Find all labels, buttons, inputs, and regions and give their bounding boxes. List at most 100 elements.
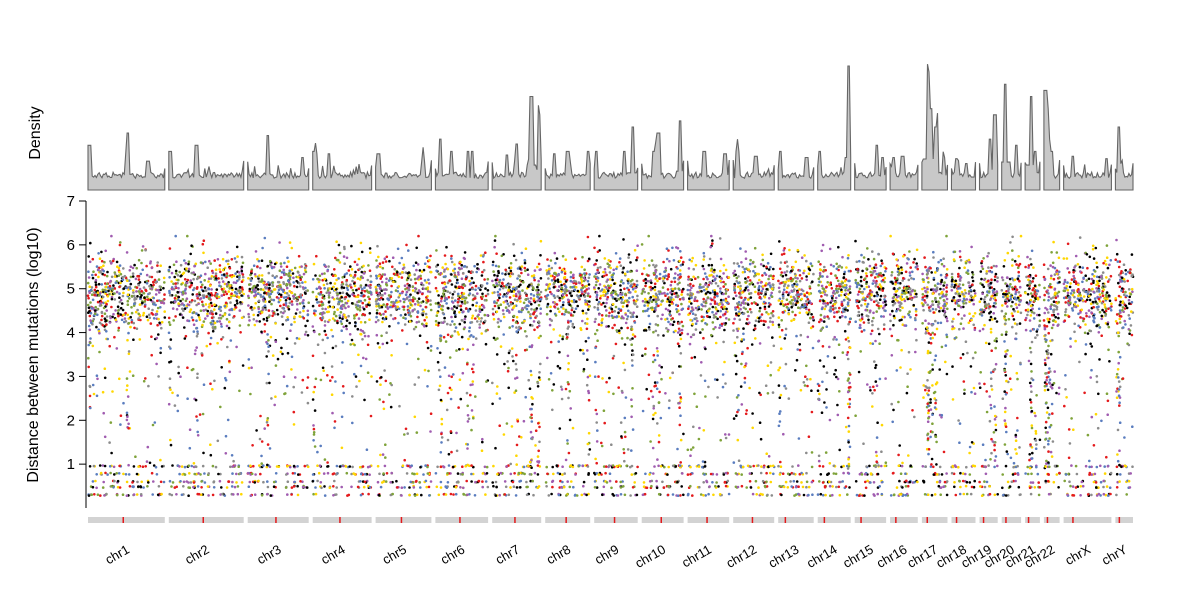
data-point [421,292,424,296]
data-point [539,362,542,366]
data-point [643,492,647,496]
data-point [150,266,154,270]
data-point [666,292,669,296]
data-point [504,273,507,276]
data-point [574,307,578,311]
data-point [719,257,723,261]
data-point [134,310,138,314]
data-point [363,398,366,402]
data-point [456,331,460,334]
data-point [259,288,263,291]
data-point [570,306,574,310]
data-point [461,319,464,322]
density-curve-chr19 [978,114,999,191]
data-point [340,296,344,299]
data-point [679,337,683,341]
data-point [138,287,142,291]
data-point [396,305,400,309]
data-point [614,342,618,346]
data-point [322,283,326,287]
data-point [147,481,150,484]
data-point [509,486,512,489]
data-point [535,314,538,318]
data-point [132,465,136,468]
data-point [171,481,175,484]
data-point [148,461,152,465]
data-point [546,472,549,476]
data-point [290,355,294,359]
data-point [202,309,206,312]
data-point [105,282,109,286]
data-point [726,301,729,305]
data-point [567,362,570,365]
data-point [581,464,585,468]
data-point [103,260,106,264]
data-point [593,275,596,278]
data-point [195,346,198,349]
data-point [115,472,118,475]
data-point [293,472,297,475]
data-point [168,323,172,327]
data-point [247,304,250,307]
data-point [265,465,269,469]
data-point [553,305,556,308]
data-point [715,274,719,278]
data-point [175,260,178,264]
data-point [413,277,417,281]
data-point [463,321,467,324]
data-point [539,312,542,315]
data-point [385,341,389,345]
data-point [687,313,690,317]
data-point [238,285,242,289]
data-point [97,282,101,286]
data-point [247,312,250,316]
data-point [694,306,698,310]
data-point [435,289,439,293]
data-point [113,287,117,290]
data-point [146,445,150,449]
data-point [147,307,150,311]
data-point [188,446,192,450]
data-point [392,302,396,306]
data-point [437,388,441,392]
data-point [235,345,238,349]
data-point [404,427,408,431]
data-point [424,287,428,291]
data-point [502,333,506,336]
data-point [302,272,306,276]
data-point [113,275,117,278]
data-point [129,265,133,269]
data-point [113,298,117,301]
data-point [193,472,196,476]
data-point [630,405,634,408]
data-point [318,464,322,468]
data-point [514,286,517,290]
data-point [462,310,465,313]
data-point [311,278,315,281]
data-point [572,298,576,302]
data-point [383,369,386,372]
data-point [532,299,536,303]
data-point [230,286,234,290]
data-point [150,335,153,339]
data-point [141,301,144,305]
data-point [363,480,367,484]
data-point [641,272,644,276]
data-point [157,317,160,321]
data-point [503,362,506,366]
data-point [218,313,222,317]
data-point [395,299,398,302]
data-point [256,288,260,291]
data-point [233,308,236,311]
data-point [146,318,150,322]
data-point [262,281,265,285]
data-point [537,461,540,464]
data-point [533,471,537,475]
data-point [411,289,415,292]
data-point [378,398,382,401]
data-point [186,234,189,238]
data-point [151,308,154,312]
data-point [526,485,529,489]
data-point [301,281,304,284]
data-point [476,292,479,295]
